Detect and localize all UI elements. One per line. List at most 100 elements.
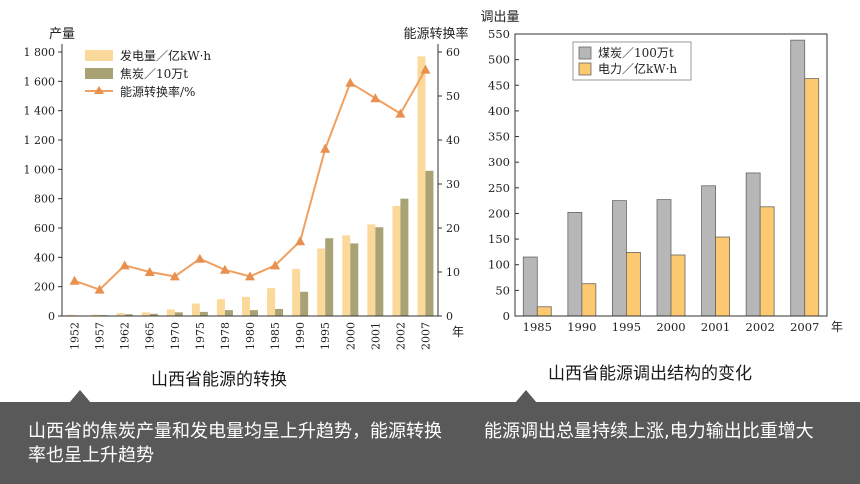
bar-power <box>715 236 730 317</box>
right-y-tick-label: 40 <box>446 134 460 147</box>
bar-coke <box>400 198 409 316</box>
right-y-tick-label: 20 <box>446 222 460 235</box>
bar-power <box>581 283 597 317</box>
bar-electricity <box>392 206 401 316</box>
left-y-tick-label: 1 800 <box>24 46 56 59</box>
left-chart-legend: 发电量／亿kW·h 焦炭／10万t 能源转换率/% <box>85 48 211 99</box>
bar-electricity <box>317 248 326 316</box>
legend-marker-conversion <box>94 86 104 94</box>
y-tick-label: 550 <box>488 27 510 41</box>
right-y-tick-label: 30 <box>446 178 460 191</box>
left-y-tick-label: 1 000 <box>24 163 56 176</box>
left-y-tick-label: 400 <box>34 251 55 264</box>
x-tick-label: 1985 <box>269 322 282 350</box>
x-tick-label: 2007 <box>790 320 819 334</box>
left-summary-text: 山西省的焦炭产量和发电量均呈上升趋势，能源转换率也呈上升趋势 <box>28 421 442 466</box>
x-tick-label: 1965 <box>144 322 157 350</box>
bar-power <box>536 306 552 317</box>
bar-electricity <box>66 314 75 316</box>
legend-label-electricity: 发电量／亿kW·h <box>120 48 211 63</box>
conversion-rate-marker <box>144 267 155 276</box>
conversion-rate-marker <box>420 64 431 74</box>
x-tick-label: 1990 <box>294 322 307 350</box>
bar-electricity <box>417 56 426 317</box>
bar-coal <box>745 172 761 317</box>
conversion-rate-marker <box>395 108 406 118</box>
bar-coke <box>425 170 434 316</box>
left-y-tick-label: 1 200 <box>24 134 56 147</box>
left-pointer-arrow <box>69 390 91 403</box>
left-y-tick-label: 1 600 <box>24 75 56 88</box>
y-tick-label: 450 <box>488 78 510 92</box>
bar-coke <box>174 312 183 316</box>
x-axis-year-label: 年 <box>452 325 464 339</box>
bar-power <box>626 252 641 317</box>
left-y-tick-label: 800 <box>34 193 55 206</box>
conversion-rate-marker <box>245 271 255 281</box>
x-tick-label: 1995 <box>612 320 641 334</box>
bar-coal <box>701 185 716 317</box>
y-tick-label: 300 <box>488 155 510 169</box>
bar-power <box>759 206 775 317</box>
x-tick-label: 1952 <box>69 322 82 350</box>
legend-label-coke: 焦炭／10万t <box>120 67 188 81</box>
conversion-rate-marker <box>270 260 281 270</box>
conversion-rate-marker <box>69 275 80 285</box>
right-y-tick-label: 10 <box>446 266 460 279</box>
x-tick-label: 1995 <box>319 322 332 350</box>
y-tick-label: 200 <box>488 206 510 220</box>
right-y-tick-label: 60 <box>446 46 460 59</box>
conversion-rate-marker <box>320 143 331 153</box>
y-tick-label: 0 <box>503 309 510 323</box>
x-tick-label: 2007 <box>419 322 432 350</box>
left-y-tick-label: 600 <box>34 222 55 235</box>
y-tick-label: 150 <box>488 232 510 246</box>
bar-coke <box>275 308 284 316</box>
conversion-rate-marker <box>219 264 230 274</box>
legend-label-power: 电力／亿kW·h <box>598 61 677 76</box>
bar-coke <box>300 291 309 316</box>
x-tick-label: 1962 <box>119 322 132 350</box>
bar-power <box>670 254 686 317</box>
conversion-rate-marker <box>94 284 105 294</box>
bar-coke <box>199 311 208 316</box>
bar-coal <box>612 200 627 317</box>
bar-electricity <box>216 299 225 316</box>
bar-electricity <box>116 313 125 316</box>
conversion-rate-marker <box>345 77 356 87</box>
bar-electricity <box>191 303 200 316</box>
y-tick-label: 500 <box>488 53 510 67</box>
x-tick-label: 2000 <box>656 320 685 334</box>
right-chart-legend: 煤炭／100万t 电力／亿kW·h <box>572 41 692 81</box>
legend-label-conversion: 能源转换率/% <box>120 84 195 99</box>
y-tick-label: 50 <box>495 283 510 297</box>
bar-coke <box>375 227 384 316</box>
bar-coal <box>790 39 806 317</box>
legend-swatch-electricity <box>85 50 113 61</box>
x-tick-label: 1970 <box>169 322 182 350</box>
left-chart-caption: 山西省能源的转换 <box>151 370 287 390</box>
bar-coal <box>656 199 672 317</box>
right-y-tick-label: 0 <box>446 310 453 323</box>
x-tick-label: 1985 <box>523 320 552 334</box>
bar-electricity <box>141 312 150 316</box>
right-summary-text: 能源调出总量持续上涨,电力输出比重增大 <box>484 421 814 442</box>
y-tick-label: 350 <box>488 130 510 144</box>
left-y-tick-label: 200 <box>34 281 55 294</box>
bar-coke <box>149 313 158 316</box>
y-tick-label: 400 <box>488 104 510 118</box>
y-tick-label: 250 <box>488 181 510 195</box>
x-tick-label: 1978 <box>219 322 232 350</box>
legend-box <box>572 41 692 81</box>
left-y-axis-title: 产量 <box>49 27 75 42</box>
bar-electricity <box>292 269 301 316</box>
x-tick-label: 1957 <box>94 322 107 350</box>
x-tick-label: 2002 <box>394 322 407 350</box>
bar-electricity <box>342 235 351 316</box>
y-tick-label: 100 <box>488 258 510 272</box>
bar-coke <box>350 243 359 316</box>
legend-swatch-coal <box>578 46 592 60</box>
conversion-rate-marker <box>169 271 180 281</box>
bar-coke <box>325 238 334 316</box>
